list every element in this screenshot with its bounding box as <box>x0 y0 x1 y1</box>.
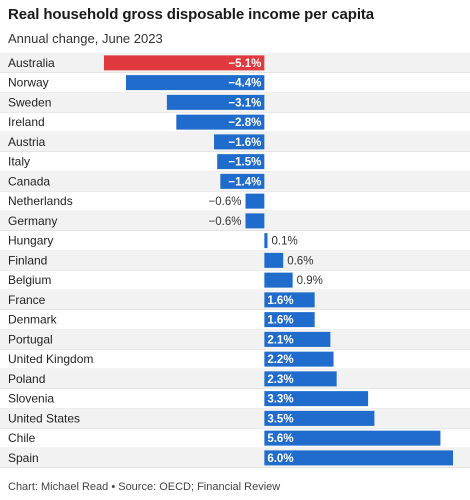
value-label: −5.1% <box>228 58 261 70</box>
bar-finland <box>264 252 284 268</box>
bar-norway <box>126 75 265 91</box>
category-label: Spain <box>8 451 39 465</box>
bar-canada <box>220 173 265 189</box>
category-label: Hungary <box>8 234 53 248</box>
value-label: −1.4% <box>228 176 261 188</box>
category-label: Portugal <box>8 332 53 346</box>
value-label: 0.6% <box>287 255 313 267</box>
category-label: Austria <box>8 135 46 149</box>
chart-subtitle: Annual change, June 2023 <box>8 31 163 46</box>
category-label: Sweden <box>8 95 51 109</box>
bar-ireland <box>176 114 265 130</box>
bar-united-kingdom <box>264 351 334 367</box>
bar-hungary <box>264 233 268 249</box>
category-label: Ireland <box>8 115 45 129</box>
bar-chile <box>264 430 441 446</box>
bar-united-states <box>264 410 375 426</box>
value-label: 0.9% <box>297 275 323 287</box>
chart-footer: Chart: Michael Read • Source: OECD; Fina… <box>8 481 281 493</box>
bar-portugal <box>264 331 331 347</box>
value-label: −2.8% <box>228 117 261 129</box>
chart-title: Real household gross disposable income p… <box>8 6 375 23</box>
category-label: Finland <box>8 253 47 267</box>
category-label: Australia <box>8 56 55 70</box>
value-label: 5.6% <box>267 433 293 445</box>
value-label: −3.1% <box>228 97 261 109</box>
bar-spain <box>264 450 453 466</box>
category-label: Canada <box>8 174 50 188</box>
category-label: Belgium <box>8 273 51 287</box>
bar-sweden <box>166 94 265 110</box>
value-label: 6.0% <box>267 453 293 465</box>
row-band <box>0 290 470 310</box>
category-label: United Kingdom <box>8 352 93 366</box>
row-band <box>0 329 470 350</box>
row-band <box>0 369 470 389</box>
bar-denmark <box>264 312 315 328</box>
value-label: −1.5% <box>228 157 261 169</box>
bar-netherlands <box>245 193 265 209</box>
value-label: 1.6% <box>267 315 293 327</box>
value-label: −1.6% <box>228 137 261 149</box>
category-label: France <box>8 293 46 307</box>
category-label: Poland <box>8 372 45 386</box>
bar-italy <box>217 154 265 170</box>
category-label: Denmark <box>8 313 58 327</box>
row-band <box>0 250 470 271</box>
bar-austria <box>214 134 265 150</box>
bar-belgium <box>264 272 293 288</box>
row-band <box>0 211 470 231</box>
value-label: −0.6% <box>209 216 242 228</box>
value-label: 1.6% <box>267 295 293 307</box>
category-label: Netherlands <box>8 194 73 208</box>
value-label: 0.1% <box>271 236 297 248</box>
bar-france <box>264 292 315 308</box>
value-label: 2.1% <box>267 334 293 346</box>
bar-slovenia <box>264 391 369 407</box>
value-label: 2.2% <box>267 354 293 366</box>
category-label: United States <box>8 411 80 425</box>
value-label: 3.5% <box>267 413 293 425</box>
category-label: Germany <box>8 214 57 228</box>
bar-australia <box>104 55 265 71</box>
value-label: −0.6% <box>209 196 242 208</box>
category-label: Slovenia <box>8 392 54 406</box>
category-label: Norway <box>8 76 49 90</box>
value-label: 2.3% <box>267 374 293 386</box>
value-label: −4.4% <box>228 78 261 90</box>
bar-germany <box>245 213 265 229</box>
value-label: 3.3% <box>267 394 293 406</box>
bar-poland <box>264 371 337 387</box>
category-label: Italy <box>8 155 30 169</box>
category-label: Chile <box>8 431 36 445</box>
